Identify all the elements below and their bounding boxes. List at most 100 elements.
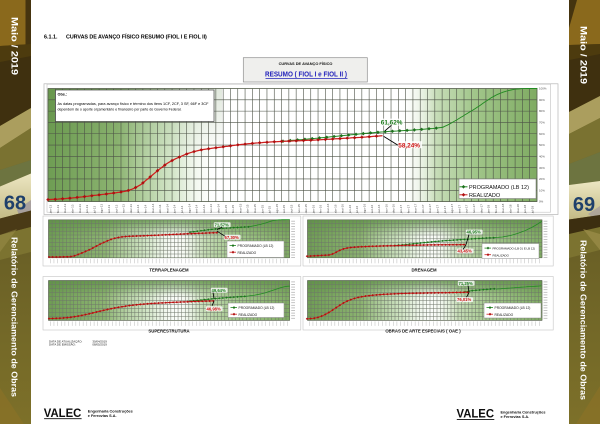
svg-text:Maio / 2019: Maio / 2019 (578, 26, 588, 84)
svg-text:Engenharia Construções: Engenharia Construções (88, 410, 133, 414)
svg-text:mar-13: mar-13 (63, 203, 67, 213)
svg-text:mai-13: mai-13 (78, 204, 82, 214)
svg-text:jul-13: jul-13 (92, 206, 96, 215)
svg-text:46,95%: 46,95% (467, 230, 481, 235)
svg-text:30%: 30% (539, 166, 545, 170)
svg-text:fev-18: fev-18 (494, 205, 498, 214)
svg-text:mar-17: mar-17 (414, 203, 418, 213)
svg-text:08/05/2019: 08/05/2019 (92, 343, 107, 347)
svg-text:6.1.1.: 6.1.1. (44, 35, 58, 41)
svg-text:abr-18: abr-18 (509, 204, 513, 213)
svg-text:jan-18: jan-18 (487, 205, 491, 215)
svg-text:abr-15: abr-15 (246, 204, 250, 213)
svg-text:PROGRAMADO (LB 12): PROGRAMADO (LB 12) (495, 306, 531, 310)
svg-text:Engenharia Construções: Engenharia Construções (501, 410, 546, 414)
svg-text:TERRAPLENAGEM: TERRAPLENAGEM (149, 268, 189, 273)
svg-text:abr-16: abr-16 (333, 204, 337, 213)
svg-text:fev-15: fev-15 (231, 205, 235, 214)
svg-text:VALEC: VALEC (44, 408, 82, 420)
svg-text:Obs.:: Obs.: (58, 93, 68, 97)
svg-text:REALIZADO: REALIZADO (238, 251, 257, 255)
svg-text:nov-13: nov-13 (122, 204, 126, 214)
svg-text:REALIZADO: REALIZADO (495, 313, 514, 317)
svg-text:mar-14: mar-14 (151, 203, 155, 213)
svg-text:CURVAS DE AVANÇO FÍSICO RESUMO: CURVAS DE AVANÇO FÍSICO RESUMO (FIOL I E… (66, 33, 207, 41)
svg-text:40%: 40% (539, 155, 545, 159)
svg-text:70%: 70% (539, 121, 545, 125)
svg-text:fev-16: fev-16 (319, 205, 323, 214)
svg-text:mai-15: mai-15 (253, 204, 257, 214)
svg-text:fev-14: fev-14 (144, 205, 148, 214)
svg-text:20%: 20% (539, 177, 545, 181)
svg-text:jun-17: jun-17 (436, 205, 440, 215)
svg-text:VALEC: VALEC (457, 409, 495, 421)
svg-text:mai-16: mai-16 (341, 204, 345, 214)
svg-text:DRENAGEM: DRENAGEM (411, 268, 436, 273)
svg-text:0%: 0% (539, 200, 544, 204)
svg-text:abr-17: abr-17 (421, 204, 425, 213)
svg-text:As datas programadas, para ava: As datas programadas, para avanço físico… (58, 102, 209, 106)
svg-text:Relatório de Gerenciamento de: Relatório de Gerenciamento de Obras (579, 240, 589, 400)
svg-text:dez-15: dez-15 (304, 204, 308, 214)
svg-text:REALIZADO: REALIZADO (493, 253, 510, 257)
svg-text:ago-17: ago-17 (450, 204, 454, 214)
svg-text:set-14: set-14 (195, 205, 199, 214)
svg-text:out-17: out-17 (465, 204, 469, 213)
svg-text:jan-15: jan-15 (224, 205, 228, 215)
svg-text:DATA DE EMISSÃO:: DATA DE EMISSÃO: (49, 342, 76, 347)
svg-text:68: 68 (4, 193, 26, 215)
svg-text:set-17: set-17 (457, 205, 461, 214)
svg-text:80%: 80% (539, 109, 545, 113)
svg-text:mai-17: mai-17 (428, 204, 432, 214)
svg-text:Relatório de Gerenciamento de: Relatório de Gerenciamento de Obras (10, 237, 20, 397)
svg-text:OBRAS DE ARTE ESPECIAIS ( OAE: OBRAS DE ARTE ESPECIAIS ( OAE ) (385, 329, 461, 334)
svg-text:mai-18: mai-18 (516, 204, 520, 214)
svg-text:SUPERESTRUTURA: SUPERESTRUTURA (148, 328, 189, 333)
svg-text:49,64%: 49,64% (212, 288, 226, 293)
svg-text:jan-16: jan-16 (311, 205, 315, 215)
svg-text:abr-14: abr-14 (158, 204, 162, 213)
svg-text:ago-13: ago-13 (100, 204, 104, 214)
svg-text:43,45%: 43,45% (458, 249, 472, 254)
svg-text:71,57%: 71,57% (215, 222, 229, 227)
svg-text:100%: 100% (539, 87, 547, 91)
svg-text:fev-17: fev-17 (406, 205, 410, 214)
svg-text:REALIZADO: REALIZADO (469, 193, 501, 199)
svg-text:76,01%: 76,01% (457, 297, 471, 302)
svg-text:67,30%: 67,30% (225, 235, 239, 240)
svg-text:61,62%: 61,62% (381, 120, 403, 127)
svg-text:set-16: set-16 (370, 205, 374, 214)
svg-text:abr-13: abr-13 (71, 204, 75, 213)
svg-text:out-16: out-16 (377, 204, 381, 213)
svg-text:jan-13: jan-13 (49, 205, 53, 215)
svg-text:jun-16: jun-16 (348, 205, 352, 215)
svg-text:fev-13: fev-13 (56, 205, 60, 214)
svg-text:set-13: set-13 (107, 205, 111, 214)
svg-text:nov-14: nov-14 (209, 204, 213, 214)
svg-text:REALIZADO: REALIZADO (239, 313, 258, 317)
svg-text:ago-15: ago-15 (275, 204, 279, 214)
svg-text:60%: 60% (539, 132, 545, 136)
svg-text:71,25%: 71,25% (459, 281, 473, 286)
svg-text:jan-14: jan-14 (136, 205, 140, 215)
svg-text:dez-17: dez-17 (479, 204, 483, 214)
svg-text:jul-14: jul-14 (180, 206, 184, 215)
svg-text:DATA DE ATUALIZAÇÃO:: DATA DE ATUALIZAÇÃO: (49, 339, 82, 344)
svg-text:set-15: set-15 (282, 205, 286, 214)
svg-text:PROGRAMADO (LB 01 E LB 12): PROGRAMADO (LB 01 E LB 12) (493, 247, 536, 251)
svg-text:jun-18: jun-18 (523, 205, 527, 215)
svg-text:e Ferrovias S.A.: e Ferrovias S.A. (501, 415, 530, 419)
svg-text:Maio / 2019: Maio / 2019 (9, 17, 19, 75)
svg-text:50%: 50% (539, 143, 545, 147)
svg-text:nov-17: nov-17 (472, 204, 476, 214)
svg-text:dez-16: dez-16 (392, 204, 396, 214)
svg-text:mai-14: mai-14 (165, 204, 169, 214)
svg-text:58,24%: 58,24% (398, 142, 420, 149)
svg-text:dependem de o aporte orçamentá: dependem de o aporte orçamentário e fina… (58, 107, 182, 111)
svg-text:mar-15: mar-15 (238, 203, 242, 213)
svg-text:jul-17: jul-17 (443, 206, 447, 215)
svg-text:dez-13: dez-13 (129, 204, 133, 214)
svg-text:90%: 90% (539, 98, 545, 102)
svg-text:ago-14: ago-14 (187, 204, 191, 214)
svg-text:10%: 10% (539, 188, 545, 192)
